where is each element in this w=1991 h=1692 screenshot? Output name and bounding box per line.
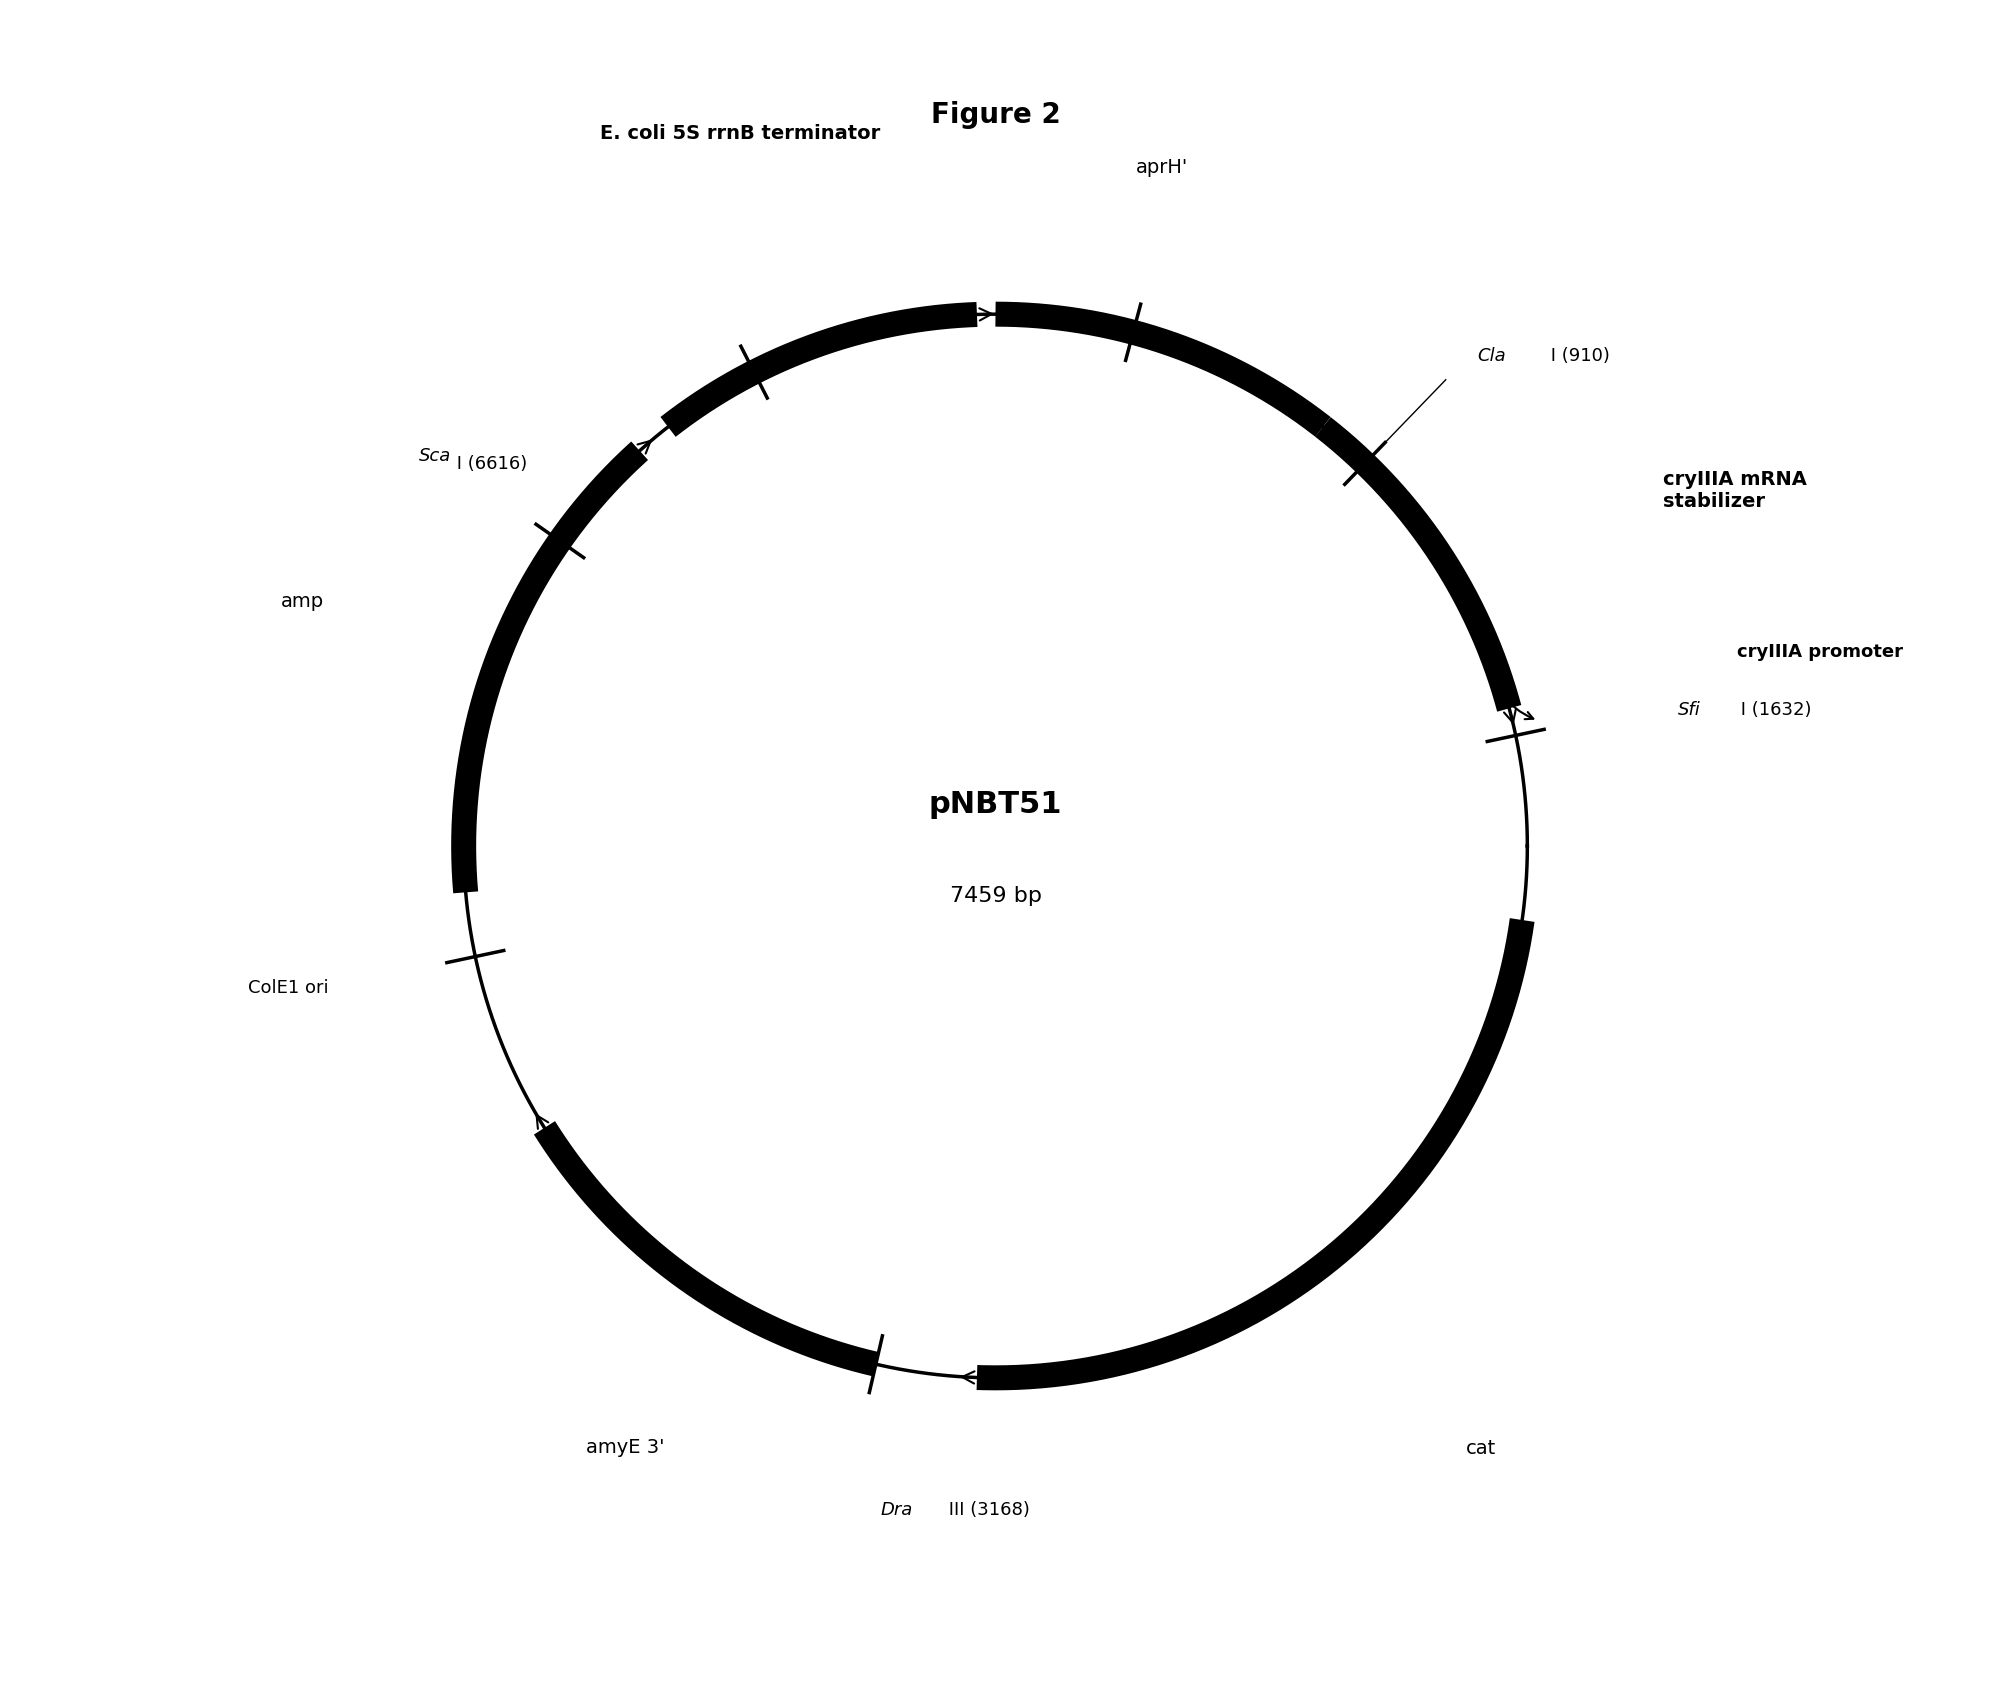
Text: pNBT51: pNBT51: [928, 790, 1063, 819]
Text: Sca: Sca: [418, 447, 450, 465]
Text: cat: cat: [1465, 1438, 1497, 1459]
Text: Cla: Cla: [1477, 347, 1505, 365]
Text: I (6616): I (6616): [450, 455, 528, 474]
Text: cryIIIA promoter: cryIIIA promoter: [1738, 643, 1903, 662]
Text: ColE1 ori: ColE1 ori: [249, 978, 329, 997]
Text: Sfi: Sfi: [1678, 700, 1700, 719]
Text: Dra: Dra: [880, 1501, 912, 1519]
Text: III (3168): III (3168): [944, 1501, 1029, 1519]
Text: I (910): I (910): [1545, 347, 1611, 365]
Text: Figure 2: Figure 2: [930, 102, 1061, 129]
Text: 7459 bp: 7459 bp: [950, 887, 1041, 905]
Text: I (1632): I (1632): [1734, 700, 1812, 719]
Text: E. coli 5S rrnB terminator: E. coli 5S rrnB terminator: [599, 124, 880, 144]
Text: aprH': aprH': [1137, 157, 1189, 176]
Text: amp: amp: [281, 592, 325, 611]
Text: cryIIIA mRNA
stabilizer: cryIIIA mRNA stabilizer: [1662, 470, 1808, 511]
Text: amyE 3': amyE 3': [585, 1438, 665, 1457]
